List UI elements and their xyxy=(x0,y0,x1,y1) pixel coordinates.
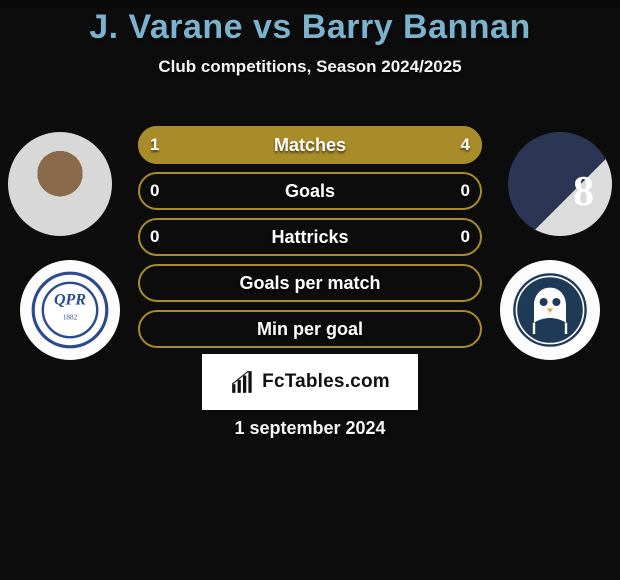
stat-label: Goals xyxy=(138,172,482,210)
brand-text: FcTables.com xyxy=(262,371,390,393)
stat-label: Min per goal xyxy=(138,310,482,348)
stat-label: Hattricks xyxy=(138,218,482,256)
svg-text:QPR: QPR xyxy=(54,291,86,308)
qpr-crest-icon: QPR 1882 xyxy=(30,270,110,350)
stat-value-left: 0 xyxy=(150,218,159,256)
stat-row: Hattricks0 0 xyxy=(138,218,482,256)
stat-label: Goals per match xyxy=(138,264,482,302)
stat-value-right: 0 xyxy=(461,172,470,210)
stat-value-left: 0 xyxy=(150,172,159,210)
avatar-player-right xyxy=(508,132,612,236)
crest-club-left: QPR 1882 xyxy=(20,260,120,360)
avatar-face-left xyxy=(8,132,112,236)
comparison-card: J. Varane vs Barry Bannan Club competiti… xyxy=(0,8,620,580)
page-title: J. Varane vs Barry Bannan xyxy=(0,8,620,47)
brand-chart-icon xyxy=(230,369,256,395)
stat-value-left: 1 xyxy=(150,126,159,164)
stat-row: Matches1 4 xyxy=(138,126,482,164)
stat-value-right: 4 xyxy=(461,126,470,164)
swfc-crest-icon xyxy=(510,270,590,350)
brand-box: FcTables.com xyxy=(202,354,418,410)
stat-row: Goals0 0 xyxy=(138,172,482,210)
stat-value-right: 0 xyxy=(461,218,470,256)
stat-label: Matches xyxy=(138,126,482,164)
date-text: 1 september 2024 xyxy=(0,418,620,439)
stat-row: Min per goal xyxy=(138,310,482,348)
stat-row: Goals per match xyxy=(138,264,482,302)
stat-bars: Matches14Goals00Hattricks00Goals per mat… xyxy=(138,126,482,356)
crest-club-right xyxy=(500,260,600,360)
svg-text:1882: 1882 xyxy=(63,314,78,322)
avatar-face-right xyxy=(508,132,612,236)
page-subtitle: Club competitions, Season 2024/2025 xyxy=(0,57,620,77)
avatar-player-left xyxy=(8,132,112,236)
